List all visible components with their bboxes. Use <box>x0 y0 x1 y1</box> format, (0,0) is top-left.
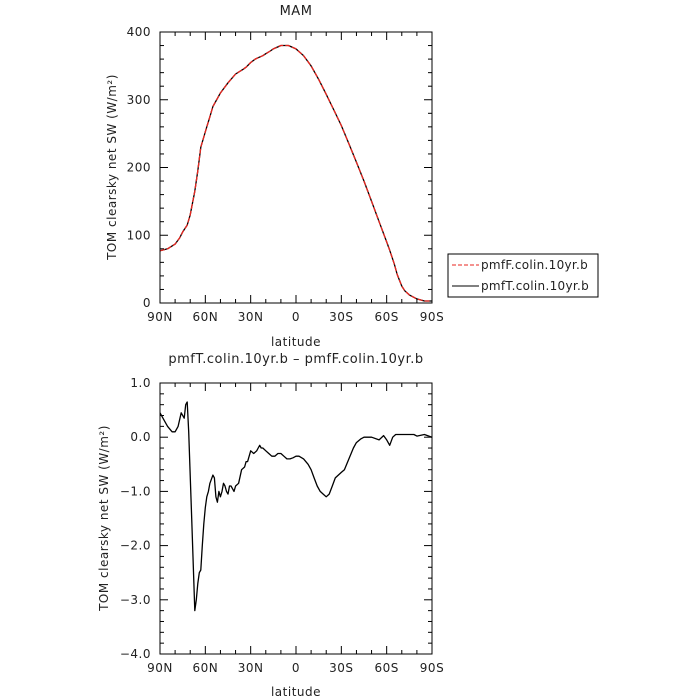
series-line-0-1 <box>159 44 432 302</box>
bottom-x-axis-label: latitude <box>271 685 321 699</box>
x-tick-label: 30N <box>238 661 264 675</box>
y-tick-label: 100 <box>127 228 151 242</box>
x-tick-label: 60N <box>192 661 218 675</box>
y-tick-label: 1.0 <box>130 376 151 390</box>
x-tick-label: 60S <box>374 661 398 675</box>
top-plot-marks <box>159 44 432 302</box>
legend-label-pmfF: pmfF.colin.10yr.b <box>481 258 588 272</box>
top-panel: MAM 90N 60N 30N 0 30S 60S 90S 0 100 200 300 400 lat… <box>105 4 444 349</box>
x-tick-label: 90S <box>420 661 444 675</box>
y-tick-label: 300 <box>127 93 151 107</box>
legend: pmfF.colin.10yr.b pmfT.colin.10yr.b <box>447 253 599 298</box>
x-tick-label: 30S <box>329 310 353 324</box>
top-x-axis-label: latitude <box>271 335 321 349</box>
x-tick-label: 60N <box>192 310 218 324</box>
y-tick-label: 200 <box>127 161 151 175</box>
legend-box <box>447 253 599 298</box>
bottom-plot-frame <box>159 382 433 655</box>
x-tick-label: 0 <box>292 661 300 675</box>
x-tick-label: 90N <box>147 310 173 324</box>
bottom-y-axis-label: TOM clearsky net SW (W/m²) <box>97 425 111 612</box>
x-tick-label: 60S <box>374 310 398 324</box>
y-tick-label: 400 <box>127 25 151 39</box>
bottom-axis-ticks: 90N 60N 30N 0 30S 60S 90S 1.0 0.0 −1.0 −2.0 −3.0 −4.… <box>120 376 444 675</box>
top-axis-ticks: 90N 60N 30N 0 30S 60S 90S 0 100 200 300 400 <box>127 25 444 324</box>
top-chart-title: MAM <box>280 4 313 19</box>
series-line-1-0 <box>159 401 433 612</box>
x-tick-label: 30N <box>238 310 264 324</box>
series-line-0-0 <box>159 44 432 302</box>
legend-entry-pmfT: pmfT.colin.10yr.b <box>452 279 589 293</box>
x-tick-label: 90S <box>420 310 444 324</box>
bottom-plot-marks <box>159 401 433 612</box>
x-tick-label: 0 <box>292 310 300 324</box>
legend-label-pmfT: pmfT.colin.10yr.b <box>481 279 589 293</box>
y-tick-label: −2.0 <box>120 539 151 553</box>
top-plot-frame <box>159 31 433 304</box>
bottom-chart-title: pmfT.colin.10yr.b – pmfF.colin.10yr.b <box>168 352 423 367</box>
legend-entry-pmfF: pmfF.colin.10yr.b <box>452 258 588 272</box>
bottom-panel: pmfT.colin.10yr.b – pmfF.colin.10yr.b 90… <box>97 352 444 699</box>
y-tick-label: −3.0 <box>120 593 151 607</box>
y-tick-label: 0.0 <box>130 430 151 444</box>
y-tick-label: 0 <box>143 296 151 310</box>
y-tick-label: −1.0 <box>120 484 151 498</box>
x-tick-label: 90N <box>147 661 173 675</box>
y-tick-label: −4.0 <box>120 647 151 661</box>
top-y-axis-label: TOM clearsky net SW (W/m²) <box>105 74 119 261</box>
x-tick-label: 30S <box>329 661 353 675</box>
